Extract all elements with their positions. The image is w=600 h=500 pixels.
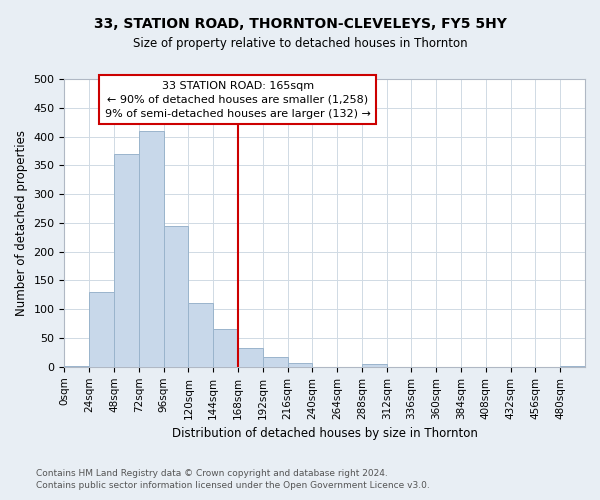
Bar [287,363,313,367]
Text: Contains HM Land Registry data © Crown copyright and database right 2024.: Contains HM Land Registry data © Crown c… [36,468,388,477]
Text: 33, STATION ROAD, THORNTON-CLEVELEYS, FY5 5HY: 33, STATION ROAD, THORNTON-CLEVELEYS, FY… [94,18,506,32]
Bar [362,364,386,367]
Bar [139,131,164,367]
Y-axis label: Number of detached properties: Number of detached properties [15,130,28,316]
Bar [238,348,263,367]
Text: 33 STATION ROAD: 165sqm
← 90% of detached houses are smaller (1,258)
9% of semi-: 33 STATION ROAD: 165sqm ← 90% of detache… [105,80,371,118]
Text: Size of property relative to detached houses in Thornton: Size of property relative to detached ho… [133,38,467,51]
Bar [164,226,188,367]
Bar [89,292,114,367]
Bar [188,304,213,367]
Text: Contains public sector information licensed under the Open Government Licence v3: Contains public sector information licen… [36,481,430,490]
Bar [64,366,89,367]
Bar [560,366,585,367]
X-axis label: Distribution of detached houses by size in Thornton: Distribution of detached houses by size … [172,427,478,440]
Bar [213,330,238,367]
Bar [114,154,139,367]
Bar [263,357,287,367]
